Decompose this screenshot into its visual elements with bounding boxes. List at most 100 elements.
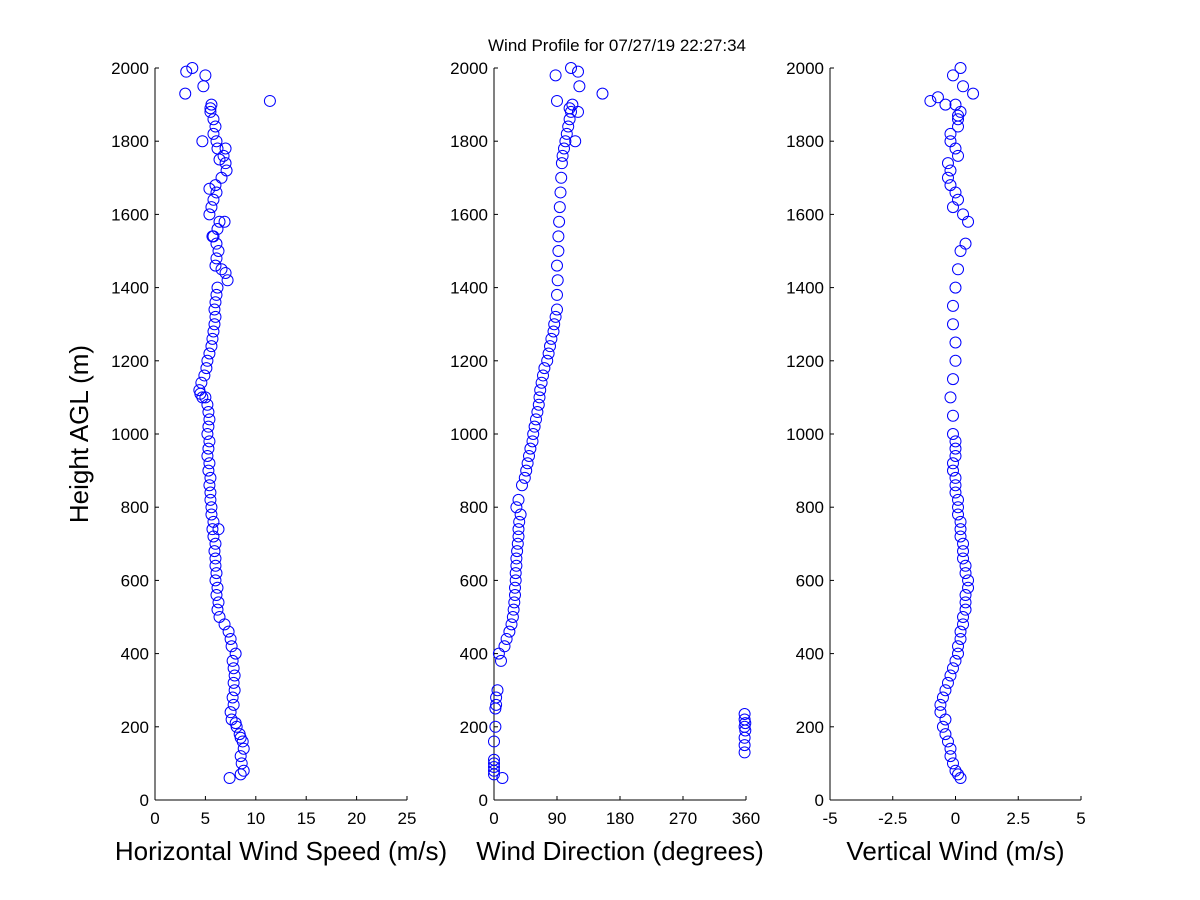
speed-data-point [228, 684, 241, 697]
direction-data-point [572, 105, 584, 118]
speed-data-point [234, 731, 247, 744]
figure-title: Wind Profile for 07/27/19 22:27:34 [488, 36, 746, 55]
speed-y-tick-label: 800 [121, 498, 149, 517]
direction-x-tick-label: 0 [489, 809, 498, 828]
vertical-data-point [949, 764, 962, 777]
speed-data-point [224, 632, 237, 645]
vertical-data-point [949, 654, 962, 667]
vertical-data-point [952, 149, 965, 162]
direction-data-point [738, 720, 751, 733]
vertical-data-point [952, 193, 965, 206]
direction-data-point [553, 201, 566, 214]
speed-x-axis-label: Horizontal Wind Speed (m/s) [115, 836, 447, 866]
speed-data-point [205, 501, 218, 514]
vertical-x-tick-label: 2.5 [1006, 809, 1030, 828]
direction-data-point [488, 757, 500, 770]
direction-data-point [738, 707, 751, 720]
speed-data-point [201, 449, 214, 462]
direction-data-point [533, 391, 546, 404]
vertical-data-point [946, 457, 959, 470]
vertical-data-point [952, 640, 965, 653]
direction-data-point [549, 310, 562, 323]
speed-y-tick-label: 0 [140, 791, 149, 810]
direction-data-point [500, 632, 513, 645]
direction-y-tick-label: 1800 [450, 132, 488, 151]
vertical-data-point [949, 471, 962, 484]
direction-data-point [537, 369, 549, 382]
speed-data-point [204, 486, 217, 499]
speed-data-point [228, 669, 241, 682]
speed-data-point [223, 772, 236, 785]
speed-data-point [237, 764, 250, 777]
speed-y-tick-label: 1400 [111, 279, 149, 298]
vertical-data-point [944, 742, 957, 755]
vertical-data-point [949, 486, 962, 499]
direction-y-tick-label: 200 [460, 718, 488, 737]
direction-data-point [507, 603, 520, 616]
direction-data-point [563, 102, 576, 115]
speed-data-point [235, 757, 248, 770]
direction-data-point [558, 142, 570, 155]
speed-y-tick-label: 1200 [111, 352, 149, 371]
speed-data-point [207, 325, 220, 338]
vertical-data-point [949, 281, 962, 294]
speed-data-point [237, 742, 250, 755]
direction-data-point [523, 449, 535, 462]
vertical-data-point [946, 757, 959, 770]
speed-data-point [210, 252, 223, 265]
direction-data-point [510, 559, 523, 572]
direction-data-point [509, 574, 522, 587]
speed-y-tick-label: 1800 [111, 132, 149, 151]
speed-data-point [209, 559, 222, 572]
direction-data-point [513, 515, 526, 528]
speed-data-point [201, 354, 214, 367]
speed-data-point [213, 611, 226, 623]
speed-data-point [205, 98, 218, 111]
speed-data-point [221, 274, 234, 287]
speed-data-point [210, 589, 223, 602]
vertical-data-point [954, 105, 967, 118]
direction-data-point [489, 720, 502, 733]
vertical-data-point [954, 625, 967, 638]
vertical-data-point [944, 391, 957, 404]
vertical-data-point [946, 299, 959, 312]
vertical-data-point [962, 215, 975, 228]
direction-data-point [554, 186, 567, 199]
speed-data-point [202, 420, 215, 433]
speed-data-point [198, 369, 211, 382]
vertical-data-point [959, 589, 972, 602]
vertical-data-point [939, 98, 952, 111]
direction-data-point [491, 684, 504, 697]
direction-data-point [520, 464, 533, 477]
vertical-data-point [954, 62, 967, 74]
vertical-data-point [939, 684, 952, 697]
vertical-points [924, 62, 980, 785]
vertical-data-point [957, 537, 970, 550]
direction-data-point [490, 698, 503, 711]
vertical-data-point [952, 263, 965, 276]
direction-data-point [498, 640, 511, 653]
direction-data-point [509, 567, 522, 580]
direction-data-point [739, 717, 752, 730]
speed-data-point [226, 691, 239, 704]
vertical-data-point [952, 647, 965, 660]
speed-data-point [209, 574, 222, 587]
speed-data-point [219, 142, 232, 155]
vertical-data-point [959, 559, 972, 572]
speed-data-point [196, 135, 209, 148]
direction-data-point [488, 753, 500, 766]
vertical-data-point [957, 552, 970, 565]
speed-data-point [202, 464, 215, 477]
speed-y-tick-label: 2000 [111, 59, 149, 78]
vertical-data-point [939, 728, 952, 741]
speed-data-point [211, 581, 224, 594]
vertical-data-point [959, 596, 972, 609]
direction-data-point [506, 611, 519, 623]
speed-data-point [215, 171, 228, 184]
speed-data-point [229, 717, 242, 730]
speed-data-point [203, 413, 216, 426]
vertical-y-tick-label: 1200 [786, 352, 824, 371]
direction-data-point [551, 259, 563, 272]
speed-data-point [210, 186, 223, 199]
speed-y-tick-label: 600 [121, 571, 149, 590]
